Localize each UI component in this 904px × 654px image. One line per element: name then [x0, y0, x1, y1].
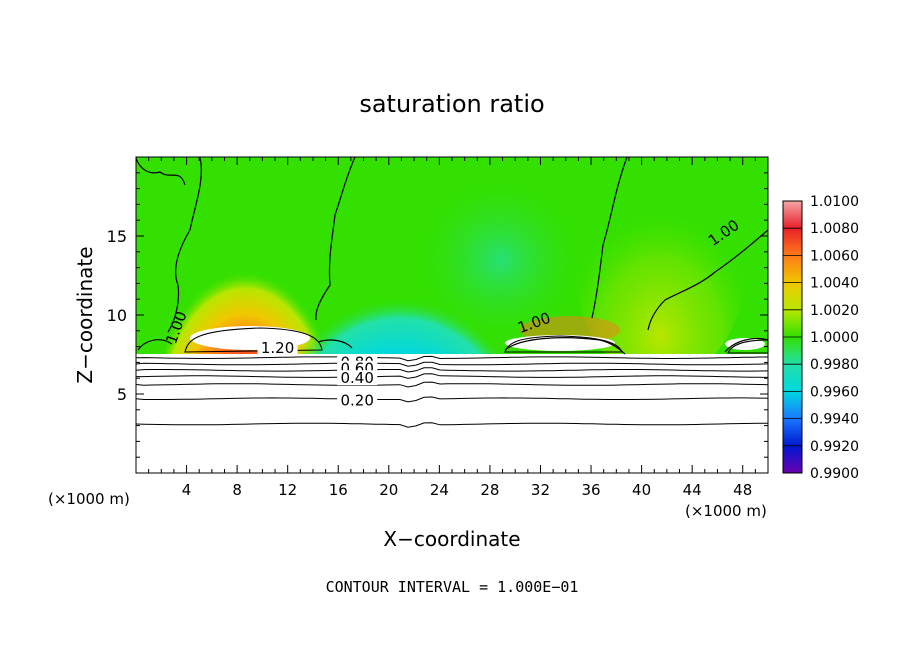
contour-label-bg: [337, 370, 378, 386]
heatmap-field: [136, 157, 768, 473]
colorbar-label: 1.0080: [810, 221, 859, 237]
contour-line: [135, 381, 769, 388]
colorbar-label: 0.9960: [810, 384, 859, 400]
y-axis: 5 10 15: [107, 172, 768, 458]
contour-lines: [135, 355, 769, 428]
contour-line: [135, 367, 769, 373]
x-tick-label: 20: [379, 481, 398, 499]
x-axis-label: X−coordinate: [383, 527, 520, 551]
contour-line: [136, 373, 769, 379]
colorbar-label: 0.9900: [810, 466, 859, 482]
colorbar-label: 0.9940: [810, 412, 859, 428]
x-tick-label: 48: [733, 481, 752, 499]
x-tick-label: 44: [683, 481, 702, 499]
x-unit-label-left: (×1000 m): [48, 490, 130, 508]
contour-line: [135, 422, 769, 428]
x-tick-label: 16: [329, 481, 348, 499]
x-tick-label: 36: [581, 481, 600, 499]
colorbar-label: 0.9980: [810, 357, 859, 373]
x-tick-label: 40: [632, 481, 651, 499]
x-tick-label: 28: [480, 481, 499, 499]
x-tick-label: 24: [430, 481, 449, 499]
x-tick-label: 12: [278, 481, 297, 499]
colorbar-label: 1.0060: [810, 248, 859, 264]
contour-label: 1.20: [261, 339, 294, 357]
y-tick-label: 10: [107, 306, 127, 325]
y-tick-label: 15: [107, 227, 127, 246]
colorbar-label: 1.0000: [810, 330, 859, 346]
x-axis: 4 8 12 16 20 24 28 32 36 40 44 48: [148, 157, 756, 499]
contour-label-bg: [257, 340, 298, 356]
contour-label: 0.20: [340, 391, 373, 409]
y-tick-label: 5: [117, 385, 127, 404]
colorbar-label: 1.0040: [810, 276, 859, 292]
x-tick-label: 4: [182, 481, 192, 499]
x-tick-label: 32: [531, 481, 550, 499]
x-tick-label: 8: [232, 481, 242, 499]
contour-label-bg: [337, 392, 378, 408]
colorbar-label: 0.9920: [810, 439, 859, 455]
cloud-outlines: [137, 327, 769, 354]
colorbar-label: 1.0100: [810, 194, 859, 210]
contour-line: [135, 396, 769, 403]
contour-line: [135, 355, 768, 362]
contour-interval-footer: CONTOUR INTERVAL = 1.000E−01: [326, 578, 579, 596]
y-axis-label: Z−coordinate: [73, 246, 97, 383]
colorbar-label: 1.0020: [810, 303, 859, 319]
contour-line: [135, 361, 769, 367]
chart-title: saturation ratio: [359, 90, 544, 118]
x-unit-label-right: (×1000 m): [685, 502, 767, 520]
contour-label: 0.40: [340, 369, 373, 387]
colorbar-ticks: 1.0100 1.0080 1.0060 1.0040 1.0020 1.0000 0.99…: [783, 194, 859, 482]
